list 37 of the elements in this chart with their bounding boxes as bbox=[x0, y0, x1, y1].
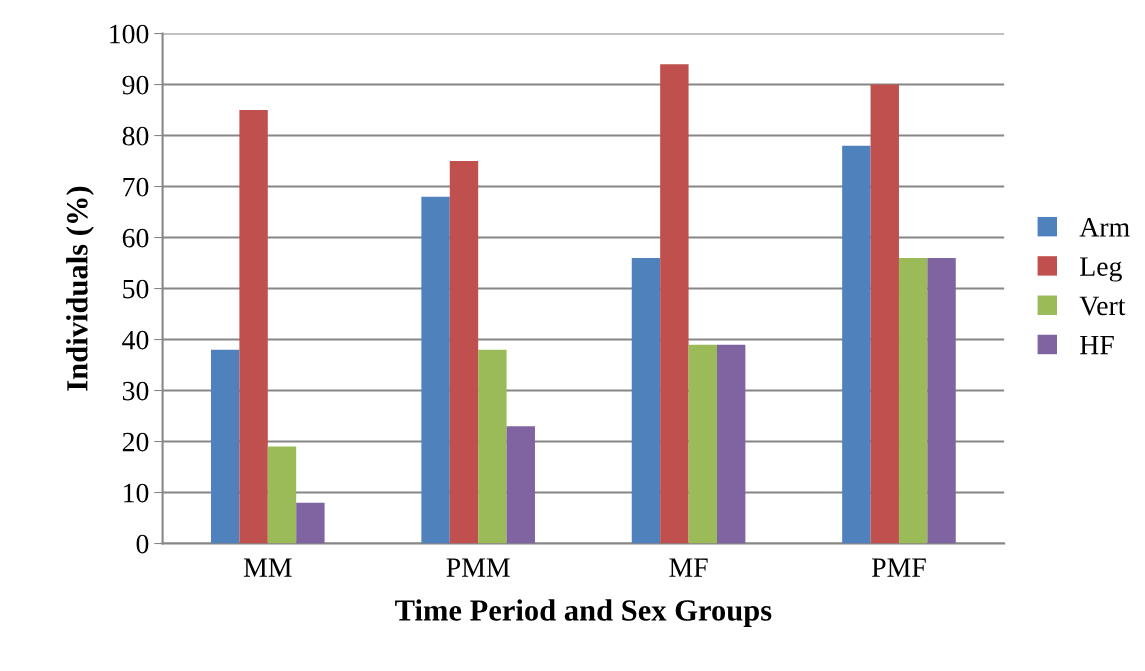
legend-label: Leg bbox=[1080, 257, 1122, 282]
legend-label: HF bbox=[1080, 336, 1114, 355]
bar bbox=[870, 84, 899, 544]
y-tick-label: 20 bbox=[122, 432, 149, 452]
y-tick-label: 90 bbox=[122, 75, 149, 95]
bar bbox=[688, 344, 717, 544]
x-tick-label: PMM bbox=[446, 558, 510, 577]
x-tick-label: MF bbox=[669, 558, 708, 577]
bar bbox=[421, 196, 450, 544]
x-tick-label: MM bbox=[243, 558, 292, 577]
bar bbox=[296, 502, 325, 544]
x-tick-label: PMF bbox=[871, 558, 926, 577]
bar bbox=[631, 257, 661, 544]
bar bbox=[239, 110, 268, 544]
bar bbox=[842, 145, 871, 544]
bar bbox=[506, 426, 535, 544]
bar bbox=[898, 257, 928, 544]
y-tick-label: 80 bbox=[122, 126, 149, 146]
bar bbox=[660, 64, 689, 544]
bar bbox=[927, 257, 956, 544]
x-axis-title: Time Period and Sex Groups bbox=[395, 599, 772, 627]
y-tick-label: 50 bbox=[123, 279, 149, 299]
y-tick-label: 40 bbox=[122, 330, 149, 350]
y-tick-label: 60 bbox=[122, 228, 149, 248]
bar bbox=[449, 161, 479, 544]
y-tick-label: 30 bbox=[122, 381, 149, 401]
bar bbox=[267, 446, 297, 544]
y-axis-title: Individuals (%) bbox=[66, 186, 94, 391]
bar bbox=[716, 344, 746, 544]
legend-label: Arm bbox=[1079, 218, 1130, 237]
bar bbox=[210, 349, 240, 544]
y-tick-label: 100 bbox=[110, 24, 149, 44]
y-tick-label: 10 bbox=[124, 483, 149, 503]
y-tick-label: 0 bbox=[136, 534, 149, 554]
bar bbox=[478, 349, 507, 544]
y-tick-label: 70 bbox=[123, 177, 149, 197]
legend-label: Vert bbox=[1079, 296, 1126, 316]
